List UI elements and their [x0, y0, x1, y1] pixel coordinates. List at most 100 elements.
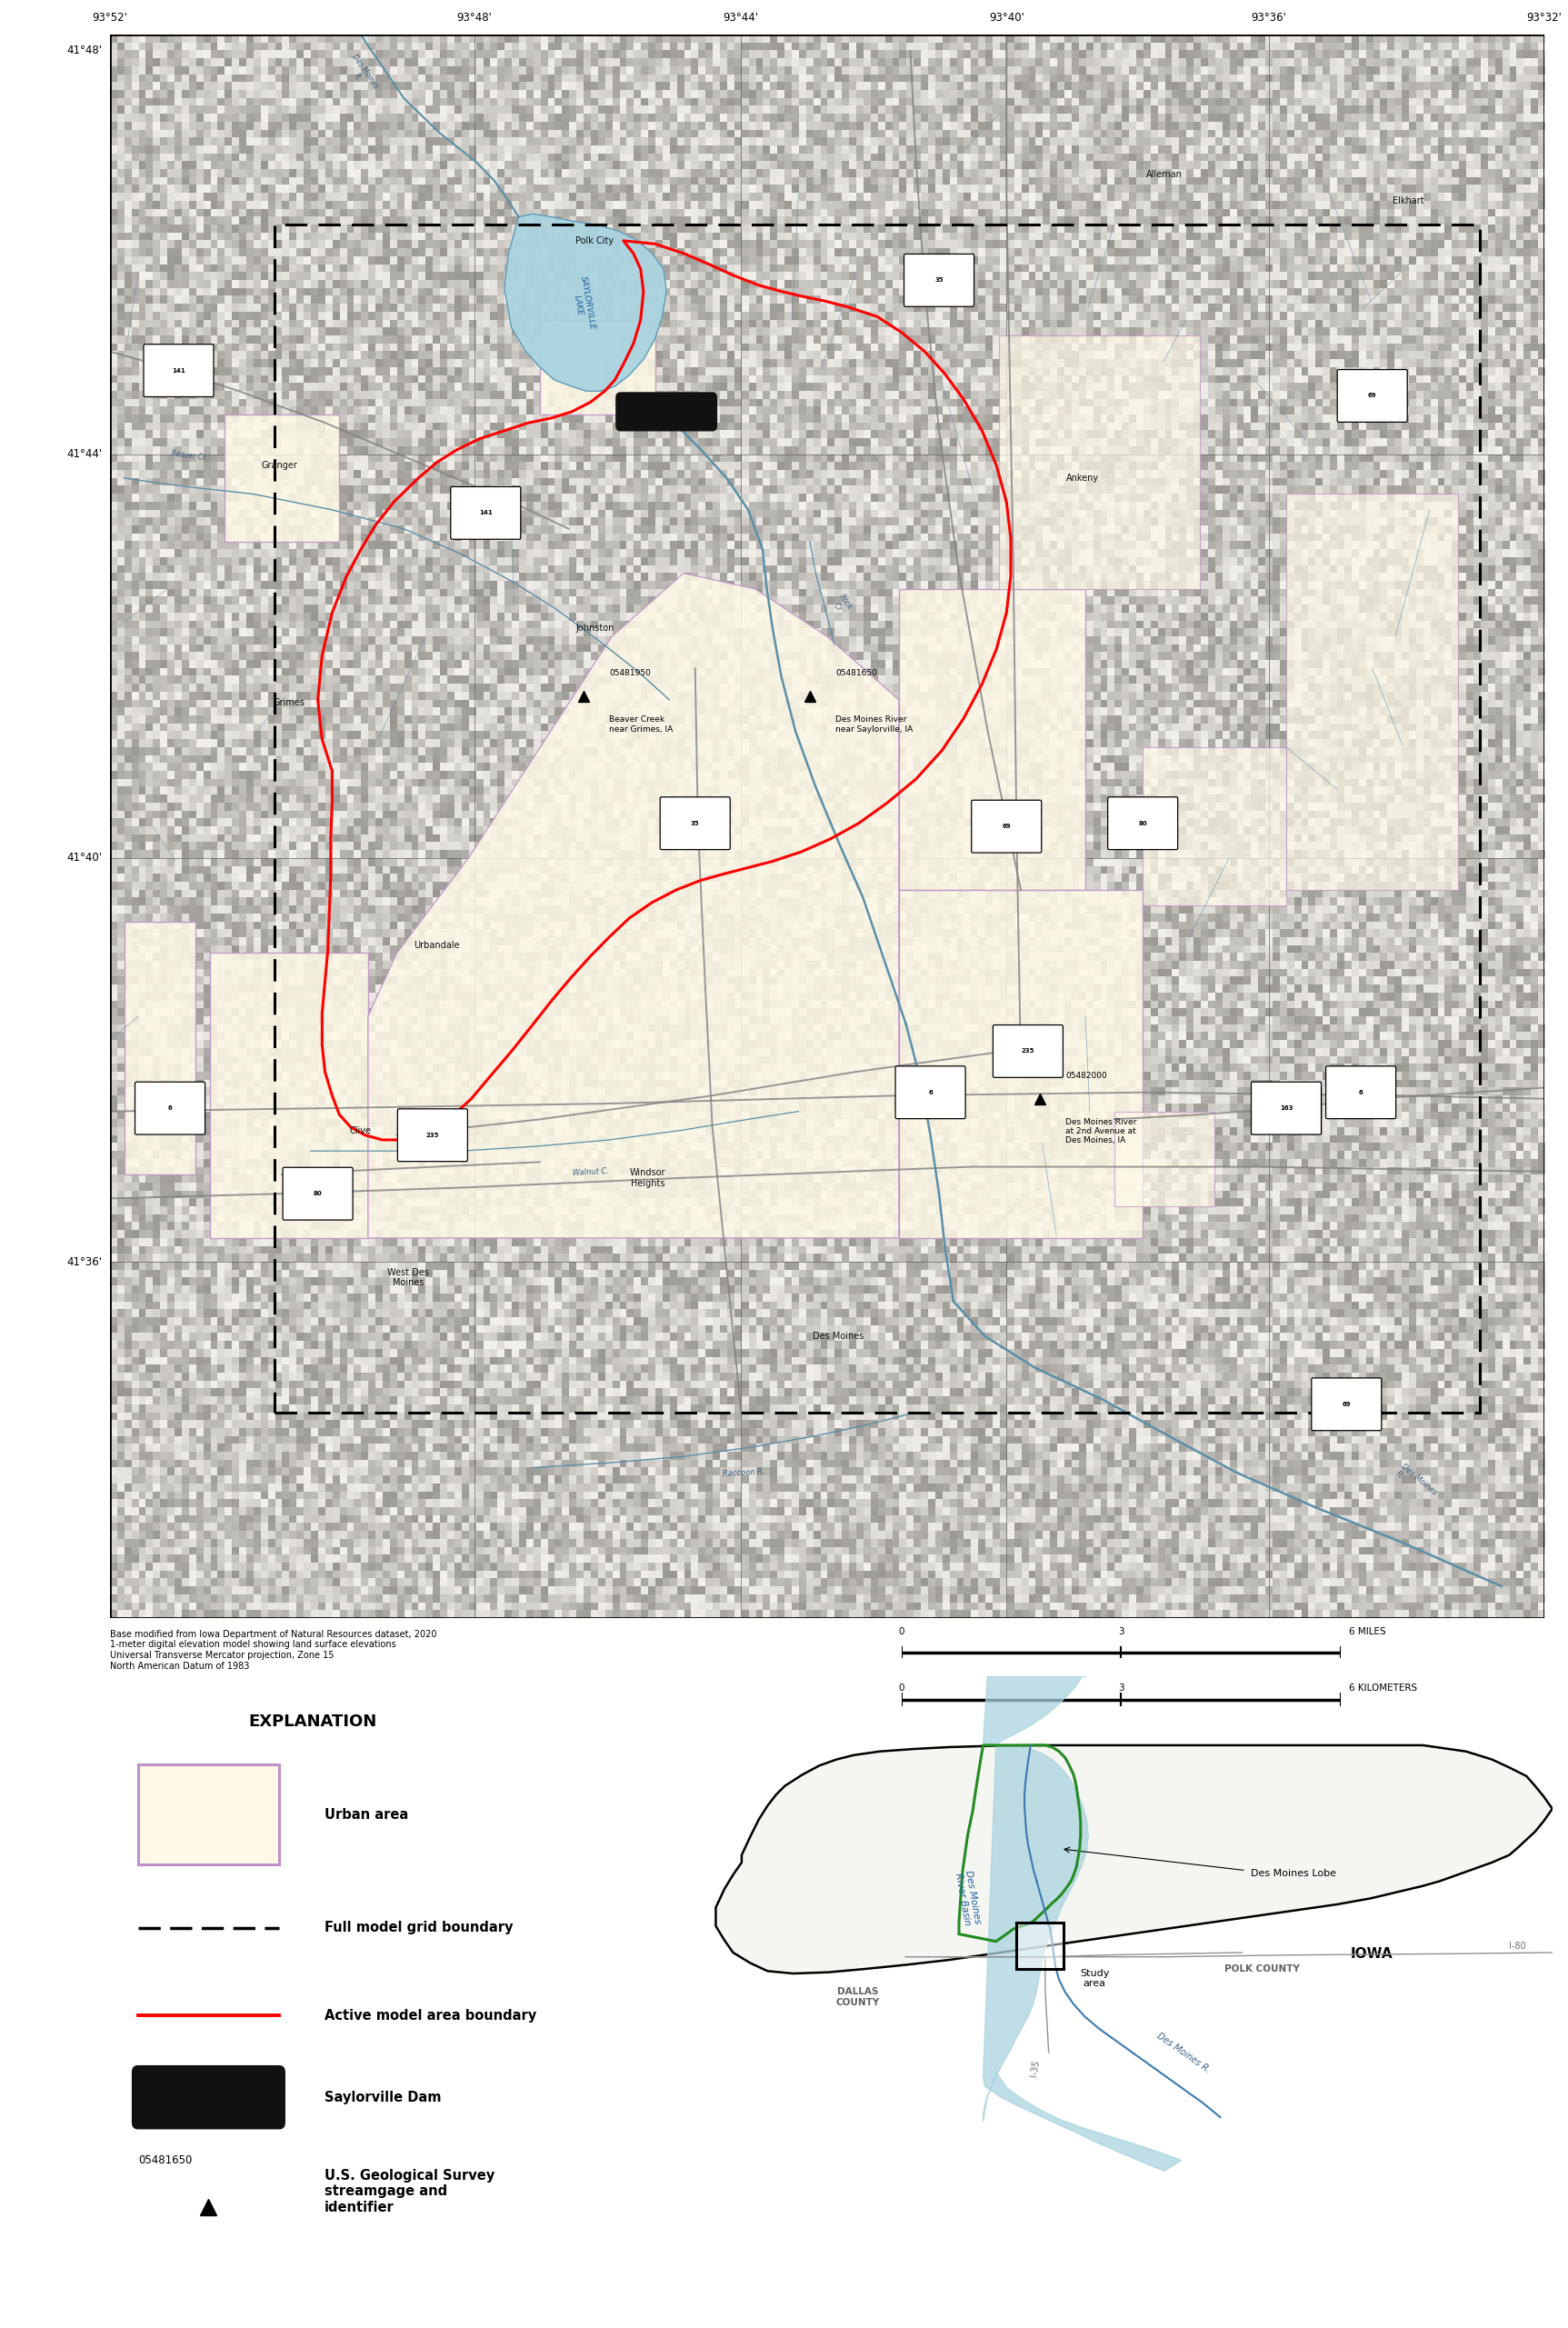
Text: Des Moines
River Basin: Des Moines River Basin — [953, 1869, 982, 1928]
Text: 41°36': 41°36' — [66, 1255, 102, 1269]
FancyBboxPatch shape — [282, 1166, 353, 1220]
Text: 6: 6 — [928, 1090, 933, 1094]
Text: 69: 69 — [1342, 1401, 1352, 1406]
FancyBboxPatch shape — [144, 345, 213, 396]
Polygon shape — [368, 573, 898, 1238]
Text: 69: 69 — [1002, 824, 1011, 829]
Text: 41°44': 41°44' — [66, 449, 102, 461]
Text: Des Moines R.: Des Moines R. — [1156, 2030, 1212, 2074]
Text: Saylorville Dam: Saylorville Dam — [325, 2091, 441, 2105]
Text: IOWA: IOWA — [1350, 1946, 1392, 1960]
Polygon shape — [224, 414, 339, 542]
FancyBboxPatch shape — [972, 801, 1041, 852]
Polygon shape — [898, 889, 1143, 1238]
Text: Beaver Creek
near Grimes, IA: Beaver Creek near Grimes, IA — [608, 715, 673, 733]
Text: 41°40': 41°40' — [66, 852, 102, 864]
Text: 93°48': 93°48' — [456, 12, 492, 23]
Bar — [1016, 1923, 1063, 1969]
Bar — [1115, 1110, 1215, 1206]
Text: Waukee: Waukee — [157, 1083, 191, 1092]
FancyBboxPatch shape — [660, 796, 731, 850]
Text: 41°48': 41°48' — [66, 44, 102, 56]
Text: 141: 141 — [172, 368, 185, 372]
Bar — [1286, 494, 1458, 889]
FancyBboxPatch shape — [616, 393, 717, 431]
Text: 35: 35 — [691, 819, 699, 826]
Text: Polk City: Polk City — [575, 235, 613, 244]
Text: Raccoon R.: Raccoon R. — [723, 1467, 765, 1478]
Text: Johnston: Johnston — [575, 624, 615, 633]
Text: Walnut C.: Walnut C. — [572, 1166, 608, 1178]
Bar — [1143, 747, 1286, 906]
Text: 93°36': 93°36' — [1251, 12, 1287, 23]
Text: 80: 80 — [1138, 819, 1148, 826]
Text: Urbandale: Urbandale — [414, 941, 459, 950]
Text: Elkhart: Elkhart — [1392, 196, 1424, 205]
Polygon shape — [898, 589, 1085, 889]
Polygon shape — [124, 922, 196, 1176]
Text: 6: 6 — [168, 1106, 172, 1110]
Text: Des Moines: Des Moines — [812, 1332, 864, 1341]
Bar — [999, 335, 1200, 589]
FancyBboxPatch shape — [1251, 1083, 1322, 1134]
Text: Grimes: Grimes — [273, 698, 304, 708]
Text: U.S. Geological Survey
streamgage and
identifier: U.S. Geological Survey streamgage and id… — [325, 2170, 494, 2214]
FancyBboxPatch shape — [132, 2065, 285, 2128]
Text: Windsor
Heights: Windsor Heights — [630, 1169, 666, 1187]
Text: EXPLANATION: EXPLANATION — [249, 1713, 378, 1730]
Text: Des Moines River
at 2nd Avenue at
Des Moines, IA: Des Moines River at 2nd Avenue at Des Mo… — [1065, 1117, 1137, 1145]
Text: 93°40': 93°40' — [989, 12, 1024, 23]
Text: Base modified from Iowa Department of Natural Resources dataset, 2020
1-meter di: Base modified from Iowa Department of Na… — [110, 1630, 436, 1669]
Text: Alleman: Alleman — [1146, 170, 1182, 179]
Polygon shape — [505, 214, 666, 391]
Text: POLK COUNTY: POLK COUNTY — [1225, 1965, 1300, 1974]
Text: 93°52': 93°52' — [93, 12, 127, 23]
Text: Ankeny: Ankeny — [1066, 473, 1099, 482]
Text: 05481950: 05481950 — [608, 670, 651, 677]
Polygon shape — [715, 1746, 1552, 1974]
Text: 05481650: 05481650 — [836, 670, 878, 677]
Text: DALLAS
COUNTY: DALLAS COUNTY — [836, 1988, 880, 2007]
FancyBboxPatch shape — [398, 1108, 467, 1162]
Text: Des Moines River
near Saylorville, IA: Des Moines River near Saylorville, IA — [836, 715, 913, 733]
Text: 93°44': 93°44' — [723, 12, 759, 23]
Text: Urban area: Urban area — [325, 1807, 408, 1820]
Text: 0: 0 — [898, 1683, 905, 1692]
Text: Full model grid boundary: Full model grid boundary — [325, 1921, 513, 1935]
Text: 05482000: 05482000 — [1065, 1071, 1107, 1080]
Text: Study
area: Study area — [1080, 1969, 1109, 1988]
Polygon shape — [210, 952, 368, 1238]
FancyBboxPatch shape — [905, 254, 974, 307]
Text: 05481650: 05481650 — [138, 2156, 191, 2167]
Text: 3: 3 — [1118, 1627, 1124, 1637]
Text: 141: 141 — [478, 510, 492, 517]
Text: 6: 6 — [1359, 1090, 1363, 1094]
Text: 235: 235 — [426, 1131, 439, 1138]
FancyBboxPatch shape — [993, 1024, 1063, 1078]
Text: 3: 3 — [1118, 1683, 1124, 1692]
Text: I-35: I-35 — [1029, 2058, 1041, 2077]
Bar — [274, 226, 1480, 1413]
Text: 6 KILOMETERS: 6 KILOMETERS — [1348, 1683, 1417, 1692]
Text: 0: 0 — [898, 1627, 905, 1637]
Text: Rock
Cr.: Rock Cr. — [829, 594, 853, 617]
Text: Des Moines
R.: Des Moines R. — [342, 54, 379, 95]
Text: 69: 69 — [1367, 393, 1377, 398]
Text: Pleasant Hill: Pleasant Hill — [1262, 1127, 1317, 1136]
FancyBboxPatch shape — [1338, 370, 1408, 421]
Polygon shape — [983, 1676, 1087, 1744]
FancyBboxPatch shape — [450, 487, 521, 540]
Text: 235: 235 — [1021, 1048, 1035, 1055]
Polygon shape — [539, 319, 655, 414]
Text: Active model area boundary: Active model area boundary — [325, 2009, 536, 2023]
FancyBboxPatch shape — [895, 1066, 966, 1120]
Text: SAYLORVILLE
LAKE: SAYLORVILLE LAKE — [569, 275, 597, 333]
Text: 93°32': 93°32' — [1527, 12, 1562, 23]
FancyBboxPatch shape — [1327, 1066, 1396, 1120]
Text: 35: 35 — [935, 277, 944, 284]
Bar — [1016, 1923, 1063, 1969]
Text: Clive: Clive — [350, 1127, 372, 1136]
Text: 80: 80 — [314, 1192, 323, 1197]
Text: I-80: I-80 — [1508, 1942, 1526, 1951]
FancyBboxPatch shape — [1107, 796, 1178, 850]
